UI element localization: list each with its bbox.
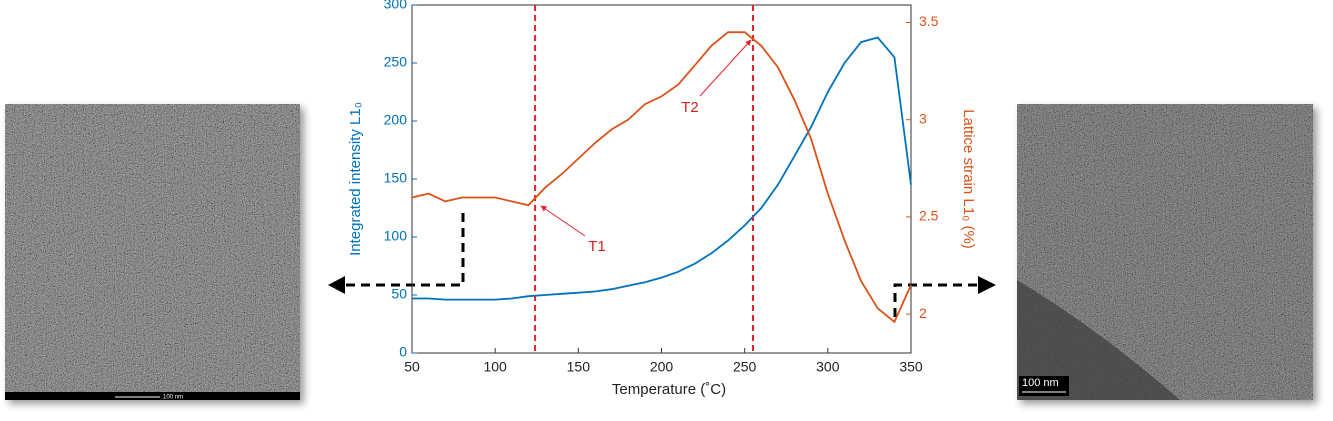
y-tick-label: 150 bbox=[384, 170, 408, 186]
y2-axis-label: Lattice strain L1₀ (%) bbox=[960, 109, 977, 249]
y-tick-label: 0 bbox=[399, 344, 407, 360]
y-tick-label: 100 bbox=[384, 228, 408, 244]
series-line bbox=[412, 36, 912, 301]
x-tick-label: 350 bbox=[899, 359, 923, 375]
y-axis-label: Integrated intensity L1₀ bbox=[347, 102, 364, 256]
scale-label: 100 nm bbox=[163, 395, 183, 401]
annotation: T2 bbox=[681, 99, 699, 116]
left-micrograph bbox=[5, 104, 300, 400]
arrowhead bbox=[978, 276, 996, 294]
annotation-arrow bbox=[699, 39, 752, 97]
scale-label: 100 nm bbox=[1022, 377, 1059, 389]
arrow bbox=[893, 283, 978, 317]
y2-tick-label: 3.5 bbox=[919, 13, 939, 29]
right-micrograph bbox=[1017, 104, 1313, 400]
x-tick-label: 50 bbox=[404, 359, 420, 375]
arrow bbox=[345, 213, 465, 287]
annotation: T1 bbox=[588, 238, 606, 255]
y-tick-label: 250 bbox=[384, 54, 408, 70]
x-tick-label: 300 bbox=[816, 359, 840, 375]
y-tick-label: 300 bbox=[384, 0, 408, 12]
y2-tick-label: 2 bbox=[919, 305, 927, 321]
series-line bbox=[411, 31, 912, 324]
arrowhead bbox=[328, 276, 345, 294]
x-tick-label: 200 bbox=[650, 359, 674, 375]
x-tick-label: 100 bbox=[483, 359, 507, 375]
y2-tick-label: 3 bbox=[919, 110, 927, 126]
plot-frame bbox=[411, 4, 912, 354]
y-tick-label: 200 bbox=[384, 112, 408, 128]
annotation-arrow bbox=[540, 205, 586, 237]
y-tick-label: 50 bbox=[391, 286, 407, 302]
x-tick-label: 150 bbox=[567, 359, 591, 375]
x-axis-label: Temperature (˚C) bbox=[612, 381, 726, 398]
y2-tick-label: 2.5 bbox=[919, 208, 939, 224]
x-tick-label: 250 bbox=[733, 359, 757, 375]
